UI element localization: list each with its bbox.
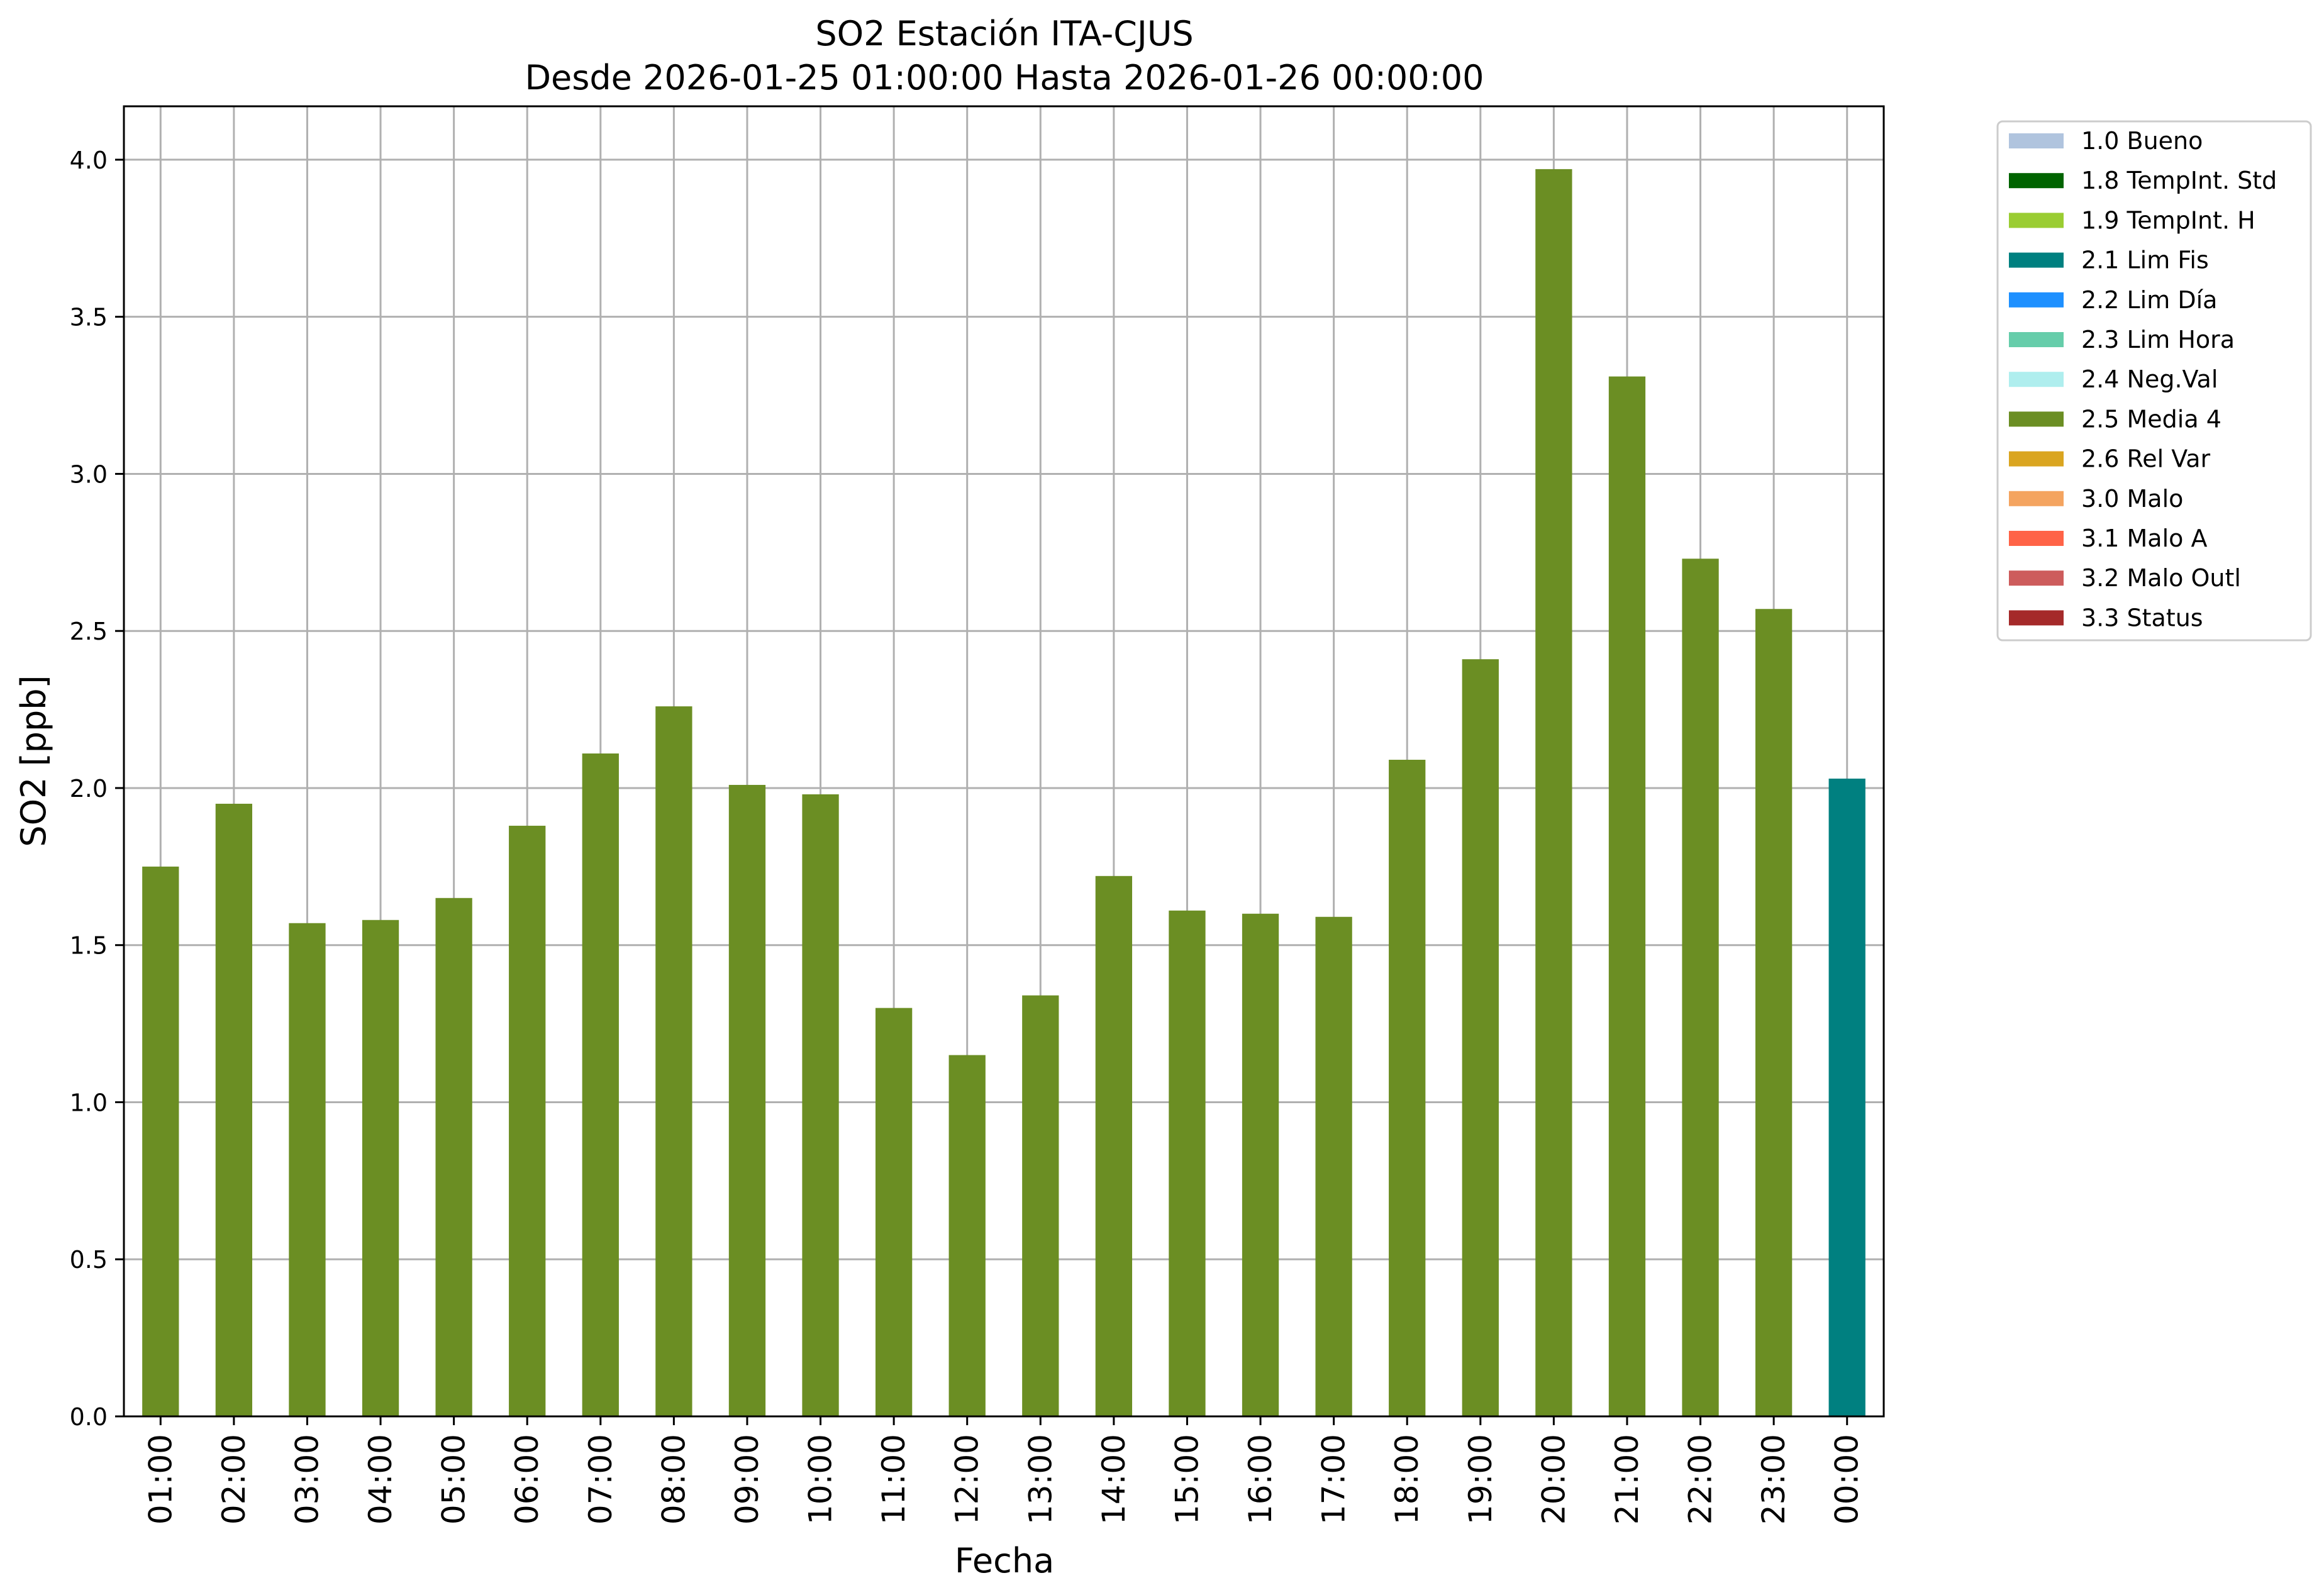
legend-swatch — [2009, 372, 2064, 387]
legend-label: 3.2 Malo Outl — [2081, 564, 2241, 592]
x-tick-label: 01:00 — [142, 1434, 179, 1525]
x-tick-label: 10:00 — [803, 1434, 839, 1525]
x-tick-label: 16:00 — [1242, 1434, 1279, 1525]
legend-label: 1.9 TempInt. H — [2081, 206, 2255, 234]
x-tick-label: 21:00 — [1609, 1434, 1645, 1525]
y-tick-label: 1.5 — [70, 932, 108, 960]
x-tick-label: 19:00 — [1462, 1434, 1499, 1525]
legend-swatch — [2009, 292, 2064, 308]
y-tick-label: 4.0 — [70, 147, 108, 174]
bar-14:00 — [1095, 875, 1133, 1416]
bar-09:00 — [728, 784, 766, 1416]
bar-11:00 — [875, 1008, 913, 1416]
bar-04:00 — [362, 920, 399, 1416]
y-tick-label: 3.0 — [70, 460, 108, 488]
legend-entries: 1.0 Bueno 1.8 TempInt. Std 1.9 TempInt. H 2… — [2009, 127, 2277, 631]
x-tick-label: 23:00 — [1755, 1434, 1792, 1525]
legend-swatch — [2009, 491, 2064, 506]
legend-swatch — [2009, 531, 2064, 546]
bar-07:00 — [582, 753, 619, 1416]
bar-18:00 — [1389, 760, 1426, 1416]
x-tick-label: 15:00 — [1169, 1434, 1205, 1525]
legend-swatch — [2009, 252, 2064, 268]
bar-20:00 — [1535, 169, 1572, 1417]
chart-subtitle: Desde 2026-01-25 01:00:00 Hasta 2026-01-… — [525, 58, 1484, 97]
legend-label: 3.0 Malo — [2081, 485, 2183, 513]
legend-label: 3.3 Status — [2081, 604, 2203, 631]
y-tick-label: 2.0 — [70, 775, 108, 803]
legend-label: 3.1 Malo A — [2081, 525, 2207, 552]
x-axis-label: Fecha — [955, 1541, 1054, 1581]
x-tick-label: 14:00 — [1096, 1434, 1132, 1525]
legend-swatch — [2009, 610, 2064, 626]
x-tick-label: 12:00 — [949, 1434, 986, 1525]
legend-label: 2.5 Media 4 — [2081, 405, 2221, 433]
legend-swatch — [2009, 570, 2064, 586]
bar-10:00 — [802, 794, 839, 1416]
x-tick-label: 20:00 — [1535, 1434, 1572, 1525]
x-tick-label: 07:00 — [582, 1434, 619, 1525]
bar-21:00 — [1608, 376, 1646, 1416]
x-tick-label: 17:00 — [1316, 1434, 1352, 1525]
bar-17:00 — [1315, 916, 1352, 1416]
x-tick-label: 11:00 — [876, 1434, 912, 1525]
bar-22:00 — [1682, 559, 1719, 1416]
y-axis-ticks: 0.0 0.5 1.0 1.5 2.0 2.5 3.0 3.5 4.0 — [70, 147, 124, 1431]
bar-00:00 — [1828, 778, 1865, 1416]
legend-label: 1.0 Bueno — [2081, 127, 2203, 155]
bar-12:00 — [948, 1055, 986, 1416]
plot-area-frame — [123, 105, 1885, 1418]
bar-08:00 — [655, 706, 692, 1416]
legend: 1.0 Bueno 1.8 TempInt. Std 1.9 TempInt. H 2… — [1996, 120, 2312, 642]
legend-swatch — [2009, 133, 2064, 148]
legend-label: 2.6 Rel Var — [2081, 445, 2211, 473]
x-tick-label: 05:00 — [436, 1434, 472, 1525]
x-tick-label: 06:00 — [509, 1434, 545, 1525]
x-tick-label: 04:00 — [362, 1434, 399, 1525]
x-tick-label: 13:00 — [1022, 1434, 1059, 1525]
bar-01:00 — [142, 866, 179, 1416]
legend-label: 1.8 TempInt. Std — [2081, 167, 2277, 194]
bar-19:00 — [1462, 659, 1499, 1416]
x-tick-label: 03:00 — [289, 1434, 325, 1525]
bar-03:00 — [289, 923, 326, 1416]
x-tick-label: 02:00 — [216, 1434, 252, 1525]
legend-label: 2.2 Lim Día — [2081, 286, 2217, 314]
legend-swatch — [2009, 173, 2064, 189]
x-tick-label: 22:00 — [1682, 1434, 1719, 1525]
legend-label: 2.4 Neg.Val — [2081, 365, 2218, 393]
x-tick-label: 00:00 — [1829, 1434, 1865, 1525]
legend-label: 2.3 Lim Hora — [2081, 326, 2235, 353]
legend-swatch — [2009, 213, 2064, 228]
legend-frame — [1996, 120, 2312, 642]
y-tick-label: 3.5 — [70, 304, 108, 331]
legend-swatch — [2009, 411, 2064, 427]
bar-13:00 — [1022, 995, 1059, 1416]
y-tick-label: 2.5 — [70, 618, 108, 645]
x-tick-label: 18:00 — [1389, 1434, 1425, 1525]
x-tick-label: 08:00 — [655, 1434, 692, 1525]
bar-05:00 — [435, 898, 472, 1416]
x-axis-ticks: 01:00 02:00 03:00 04:00 05:00 06:00 07:00 08:00… — [142, 1416, 1865, 1525]
bar-15:00 — [1169, 910, 1206, 1416]
legend-swatch — [2009, 332, 2064, 347]
legend-swatch — [2009, 451, 2064, 467]
legend-label: 2.1 Lim Fis — [2081, 247, 2209, 274]
bar-23:00 — [1755, 609, 1793, 1416]
y-axis-label: SO2 [ppb] — [14, 675, 53, 847]
x-tick-label: 09:00 — [729, 1434, 765, 1525]
bar-16:00 — [1242, 913, 1279, 1416]
y-tick-label: 0.5 — [70, 1246, 108, 1274]
bar-02:00 — [215, 803, 253, 1416]
y-tick-label: 0.0 — [70, 1403, 108, 1431]
chart-title: SO2 Estación ITA-CJUS — [815, 14, 1193, 53]
y-tick-label: 1.0 — [70, 1089, 108, 1116]
bar-06:00 — [509, 825, 546, 1416]
bars — [142, 169, 1865, 1417]
